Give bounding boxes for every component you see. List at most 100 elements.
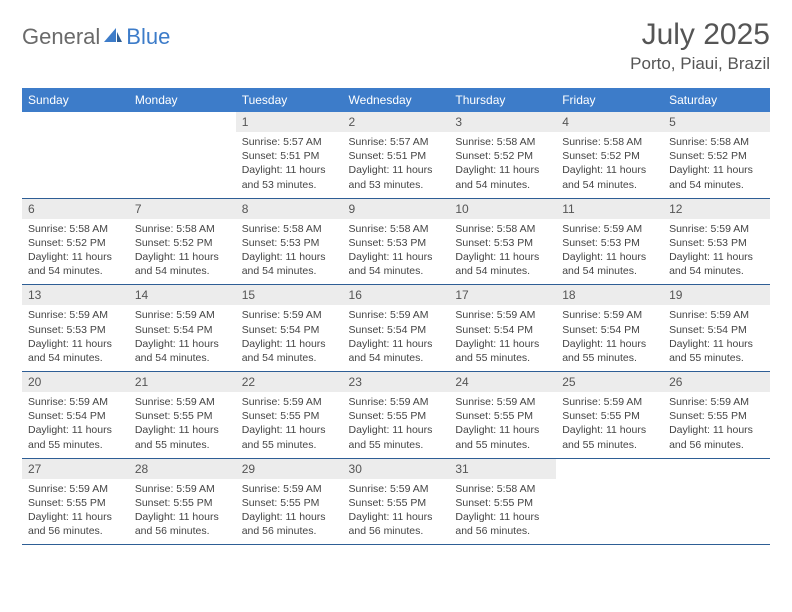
logo: General Blue [22, 18, 170, 50]
sunset-text: Sunset: 5:55 PM [455, 496, 550, 510]
day-details: Sunrise: 5:59 AMSunset: 5:55 PMDaylight:… [129, 479, 236, 545]
sunrise-text: Sunrise: 5:58 AM [455, 135, 550, 149]
sunset-text: Sunset: 5:55 PM [242, 496, 337, 510]
week-row: 6Sunrise: 5:58 AMSunset: 5:52 PMDaylight… [22, 198, 770, 285]
sunset-text: Sunset: 5:54 PM [562, 323, 657, 337]
day-cell: 22Sunrise: 5:59 AMSunset: 5:55 PMDayligh… [236, 372, 343, 459]
sunset-text: Sunset: 5:53 PM [349, 236, 444, 250]
daylight-text: Daylight: 11 hours and 54 minutes. [28, 337, 123, 365]
sunrise-text: Sunrise: 5:58 AM [135, 222, 230, 236]
day-cell: 24Sunrise: 5:59 AMSunset: 5:55 PMDayligh… [449, 372, 556, 459]
day-number: 16 [343, 285, 450, 305]
day-number: 23 [343, 372, 450, 392]
sunset-text: Sunset: 5:54 PM [135, 323, 230, 337]
sunrise-text: Sunrise: 5:59 AM [135, 482, 230, 496]
day-number: 21 [129, 372, 236, 392]
daylight-text: Daylight: 11 hours and 54 minutes. [349, 337, 444, 365]
day-details: Sunrise: 5:59 AMSunset: 5:55 PMDaylight:… [343, 479, 450, 545]
daylight-text: Daylight: 11 hours and 53 minutes. [349, 163, 444, 191]
sunset-text: Sunset: 5:52 PM [562, 149, 657, 163]
day-cell [129, 112, 236, 198]
day-cell: 29Sunrise: 5:59 AMSunset: 5:55 PMDayligh… [236, 458, 343, 545]
sunset-text: Sunset: 5:54 PM [28, 409, 123, 423]
day-number: 2 [343, 112, 450, 132]
sunrise-text: Sunrise: 5:58 AM [455, 222, 550, 236]
sunset-text: Sunset: 5:51 PM [242, 149, 337, 163]
sunset-text: Sunset: 5:53 PM [28, 323, 123, 337]
day-cell: 11Sunrise: 5:59 AMSunset: 5:53 PMDayligh… [556, 198, 663, 285]
day-details: Sunrise: 5:59 AMSunset: 5:54 PMDaylight:… [556, 305, 663, 371]
day-details: Sunrise: 5:58 AMSunset: 5:52 PMDaylight:… [663, 132, 770, 198]
sunset-text: Sunset: 5:55 PM [28, 496, 123, 510]
daylight-text: Daylight: 11 hours and 54 minutes. [135, 337, 230, 365]
day-cell: 25Sunrise: 5:59 AMSunset: 5:55 PMDayligh… [556, 372, 663, 459]
day-number: 26 [663, 372, 770, 392]
day-cell: 4Sunrise: 5:58 AMSunset: 5:52 PMDaylight… [556, 112, 663, 198]
day-details: Sunrise: 5:59 AMSunset: 5:55 PMDaylight:… [236, 479, 343, 545]
daylight-text: Daylight: 11 hours and 54 minutes. [242, 250, 337, 278]
day-cell: 5Sunrise: 5:58 AMSunset: 5:52 PMDaylight… [663, 112, 770, 198]
sunrise-text: Sunrise: 5:59 AM [242, 308, 337, 322]
sunrise-text: Sunrise: 5:58 AM [455, 482, 550, 496]
day-number: 9 [343, 199, 450, 219]
sunset-text: Sunset: 5:55 PM [135, 496, 230, 510]
day-number: 12 [663, 199, 770, 219]
sunset-text: Sunset: 5:54 PM [242, 323, 337, 337]
day-cell: 9Sunrise: 5:58 AMSunset: 5:53 PMDaylight… [343, 198, 450, 285]
day-number [129, 112, 236, 118]
day-cell: 1Sunrise: 5:57 AMSunset: 5:51 PMDaylight… [236, 112, 343, 198]
sunrise-text: Sunrise: 5:59 AM [455, 308, 550, 322]
daylight-text: Daylight: 11 hours and 54 minutes. [135, 250, 230, 278]
day-number: 19 [663, 285, 770, 305]
sunset-text: Sunset: 5:52 PM [455, 149, 550, 163]
daylight-text: Daylight: 11 hours and 54 minutes. [455, 163, 550, 191]
daylight-text: Daylight: 11 hours and 55 minutes. [242, 423, 337, 451]
sunrise-text: Sunrise: 5:58 AM [349, 222, 444, 236]
day-details: Sunrise: 5:59 AMSunset: 5:55 PMDaylight:… [343, 392, 450, 458]
day-details: Sunrise: 5:58 AMSunset: 5:52 PMDaylight:… [449, 132, 556, 198]
sunset-text: Sunset: 5:52 PM [28, 236, 123, 250]
day-number [556, 459, 663, 465]
sunrise-text: Sunrise: 5:58 AM [669, 135, 764, 149]
day-header: Friday [556, 88, 663, 112]
day-cell: 2Sunrise: 5:57 AMSunset: 5:51 PMDaylight… [343, 112, 450, 198]
day-details: Sunrise: 5:58 AMSunset: 5:53 PMDaylight:… [236, 219, 343, 285]
daylight-text: Daylight: 11 hours and 55 minutes. [562, 337, 657, 365]
day-cell [22, 112, 129, 198]
day-number: 15 [236, 285, 343, 305]
daylight-text: Daylight: 11 hours and 56 minutes. [669, 423, 764, 451]
sunset-text: Sunset: 5:53 PM [242, 236, 337, 250]
sunrise-text: Sunrise: 5:57 AM [349, 135, 444, 149]
sunrise-text: Sunrise: 5:59 AM [455, 395, 550, 409]
daylight-text: Daylight: 11 hours and 56 minutes. [455, 510, 550, 538]
day-cell: 16Sunrise: 5:59 AMSunset: 5:54 PMDayligh… [343, 285, 450, 372]
day-number: 11 [556, 199, 663, 219]
day-details: Sunrise: 5:58 AMSunset: 5:53 PMDaylight:… [343, 219, 450, 285]
header: General Blue July 2025 Porto, Piaui, Bra… [22, 18, 770, 74]
day-header: Sunday [22, 88, 129, 112]
day-details: Sunrise: 5:58 AMSunset: 5:53 PMDaylight:… [449, 219, 556, 285]
sunrise-text: Sunrise: 5:59 AM [562, 308, 657, 322]
sunset-text: Sunset: 5:55 PM [455, 409, 550, 423]
day-details: Sunrise: 5:59 AMSunset: 5:55 PMDaylight:… [236, 392, 343, 458]
daylight-text: Daylight: 11 hours and 55 minutes. [455, 423, 550, 451]
sunrise-text: Sunrise: 5:59 AM [349, 308, 444, 322]
sunset-text: Sunset: 5:54 PM [669, 323, 764, 337]
day-number: 8 [236, 199, 343, 219]
sunrise-text: Sunrise: 5:58 AM [242, 222, 337, 236]
day-number: 14 [129, 285, 236, 305]
day-number: 10 [449, 199, 556, 219]
day-number: 29 [236, 459, 343, 479]
day-header: Monday [129, 88, 236, 112]
sunrise-text: Sunrise: 5:59 AM [669, 395, 764, 409]
logo-sail-icon [102, 26, 124, 49]
daylight-text: Daylight: 11 hours and 54 minutes. [562, 163, 657, 191]
day-number: 13 [22, 285, 129, 305]
sunset-text: Sunset: 5:55 PM [135, 409, 230, 423]
sunset-text: Sunset: 5:53 PM [562, 236, 657, 250]
sunset-text: Sunset: 5:54 PM [455, 323, 550, 337]
sunrise-text: Sunrise: 5:59 AM [669, 308, 764, 322]
day-details: Sunrise: 5:59 AMSunset: 5:53 PMDaylight:… [556, 219, 663, 285]
day-details: Sunrise: 5:59 AMSunset: 5:55 PMDaylight:… [663, 392, 770, 458]
daylight-text: Daylight: 11 hours and 54 minutes. [242, 337, 337, 365]
